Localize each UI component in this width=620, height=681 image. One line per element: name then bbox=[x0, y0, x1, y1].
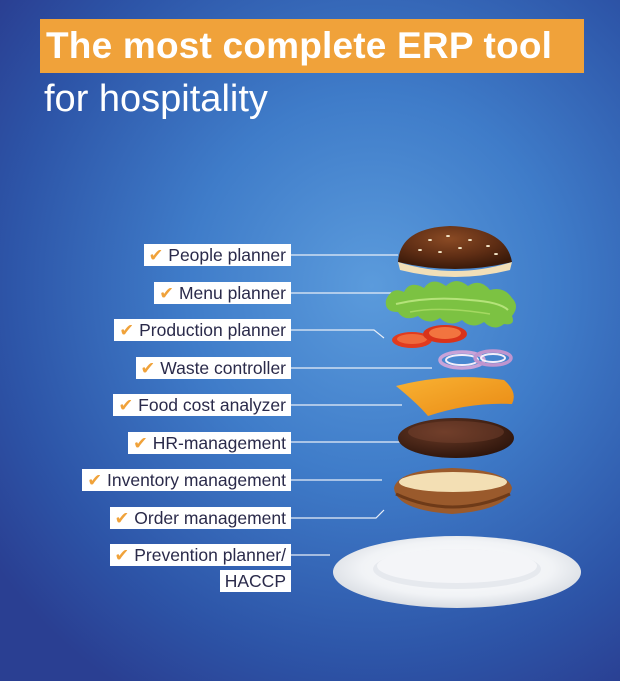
feature-people-planner: ✔ People planner bbox=[143, 244, 291, 266]
feature-order-management: ✔ Order management bbox=[109, 507, 291, 529]
page-title: The most complete ERP tool bbox=[46, 25, 553, 66]
plate-image bbox=[333, 536, 581, 608]
check-icon: ✔ bbox=[148, 245, 164, 265]
patty-image bbox=[398, 418, 514, 458]
check-icon: ✔ bbox=[114, 508, 130, 528]
feature-haccp: HACCP bbox=[219, 570, 291, 592]
feature-waste-controller: ✔ Waste controller bbox=[135, 357, 291, 379]
feature-inventory-management: ✔ Inventory management bbox=[82, 469, 291, 491]
feature-prevention-planner: ✔ Prevention planner/ bbox=[109, 544, 291, 566]
check-icon: ✔ bbox=[133, 433, 148, 453]
feature-hr-management: ✔ HR-management bbox=[128, 432, 291, 454]
check-icon: ✔ bbox=[119, 320, 135, 340]
onion-image bbox=[438, 349, 513, 370]
check-icon: ✔ bbox=[87, 470, 102, 490]
page-subtitle: for hospitality bbox=[44, 78, 268, 120]
bottom-bun-image bbox=[394, 468, 512, 514]
check-icon: ✔ bbox=[118, 395, 134, 415]
check-icon: ✔ bbox=[159, 283, 174, 303]
top-bun-image bbox=[398, 226, 512, 277]
cheese-image bbox=[396, 377, 514, 416]
feature-menu-planner: ✔ Menu planner bbox=[154, 282, 291, 304]
feature-production-planner: ✔ Production planner bbox=[114, 319, 291, 341]
feature-food-cost-analyzer: ✔ Food cost analyzer bbox=[113, 394, 291, 416]
check-icon: ✔ bbox=[140, 358, 156, 378]
title-banner: The most complete ERP tool bbox=[40, 19, 584, 73]
check-icon: ✔ bbox=[114, 545, 130, 565]
tomato-image bbox=[392, 325, 467, 348]
lettuce-image bbox=[385, 281, 516, 328]
